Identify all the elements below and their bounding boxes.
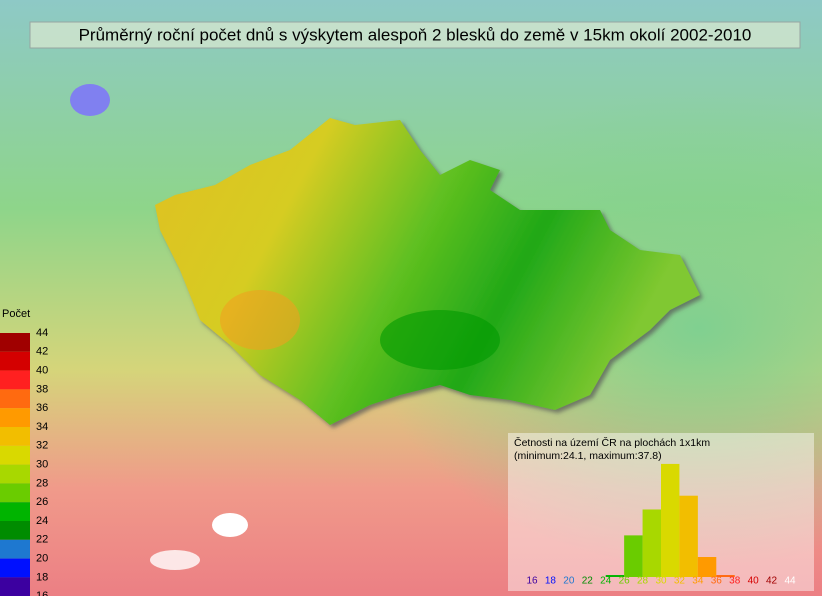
x-tick-label: 26 (619, 576, 631, 587)
legend-label: 20 (36, 553, 48, 565)
legend-swatch (0, 389, 30, 409)
legend-swatch (0, 445, 30, 465)
map-blob (150, 550, 200, 570)
x-tick-label: 32 (674, 576, 686, 587)
legend-swatch (0, 539, 30, 559)
legend-label: 24 (36, 515, 48, 527)
legend-label: 22 (36, 534, 48, 546)
x-tick-label: 30 (655, 576, 667, 587)
x-tick-label: 22 (582, 576, 594, 587)
x-tick-label: 20 (563, 576, 575, 587)
legend-label: 26 (36, 496, 48, 508)
x-tick-label: 44 (784, 576, 796, 587)
map-region (380, 310, 500, 370)
histogram-title: Četnosti na území ČR na plochách 1x1km (514, 436, 710, 449)
legend-label: 16 (36, 590, 48, 596)
legend-title: Počet (2, 308, 30, 320)
legend-swatch (0, 558, 30, 578)
title-box (29, 21, 801, 49)
map-region (220, 290, 300, 350)
histogram-bar (697, 557, 717, 577)
legend-label: 18 (36, 571, 48, 583)
legend-swatch (0, 351, 30, 371)
country-shape (155, 118, 700, 425)
legend-swatch (0, 483, 30, 503)
x-tick-label: 34 (692, 576, 704, 587)
legend-swatch (0, 427, 30, 446)
map-title: Průměrný roční počet dnů s výskytem ales… (79, 25, 752, 44)
x-tick-label: 24 (600, 576, 612, 587)
map-blob (70, 84, 110, 116)
x-tick-label: 28 (637, 576, 649, 587)
legend: 44 42 40 38 36 34 32 30 28 26 24 22 20 18 16 (0, 327, 48, 601)
legend-swatch (0, 577, 30, 597)
legend-swatch (0, 464, 30, 484)
legend-label: 34 (36, 421, 48, 433)
x-tick-label: 40 (748, 576, 760, 587)
histogram-bar (624, 535, 643, 577)
x-tick-label: 36 (711, 576, 723, 587)
histogram: 16 18 20 22 24 26 28 30 32 34 36 38 40 42 44 (526, 463, 796, 587)
legend-swatch (0, 521, 30, 540)
histogram-bar (605, 575, 625, 577)
legend-swatch (0, 370, 30, 390)
legend-label: 44 (36, 327, 48, 339)
legend-label: 36 (36, 402, 48, 414)
histogram-bar (642, 509, 661, 577)
x-tick-label: 42 (766, 576, 778, 587)
legend-swatch (0, 502, 30, 521)
legend-label: 28 (36, 477, 48, 489)
histogram-bar (716, 575, 735, 577)
map-blob (212, 513, 248, 537)
histogram-subtitle: (minimum:24.1, maximum:37.8) (514, 450, 662, 462)
legend-swatch (0, 333, 30, 352)
legend-label: 40 (36, 365, 48, 377)
legend-swatch (0, 408, 30, 427)
legend-label: 38 (36, 383, 48, 395)
legend-label: 30 (36, 459, 48, 471)
x-tick-label: 18 (545, 576, 557, 587)
histogram-bar (679, 495, 698, 577)
legend-label: 42 (36, 346, 48, 358)
x-tick-label: 16 (526, 576, 538, 587)
x-tick-label: 38 (729, 576, 741, 587)
histogram-bar (661, 463, 680, 577)
legend-label: 32 (36, 440, 48, 452)
